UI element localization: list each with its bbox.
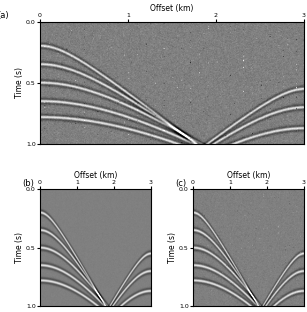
Y-axis label: Time (s): Time (s)	[168, 232, 177, 263]
Y-axis label: Time (s): Time (s)	[15, 232, 24, 263]
Text: (b): (b)	[22, 179, 34, 188]
X-axis label: Offset (km): Offset (km)	[150, 4, 194, 12]
X-axis label: Offset (km): Offset (km)	[74, 171, 117, 180]
Text: (c): (c)	[175, 179, 186, 188]
Text: (a): (a)	[0, 11, 9, 20]
Y-axis label: Time (s): Time (s)	[15, 67, 24, 99]
X-axis label: Offset (km): Offset (km)	[227, 171, 270, 180]
